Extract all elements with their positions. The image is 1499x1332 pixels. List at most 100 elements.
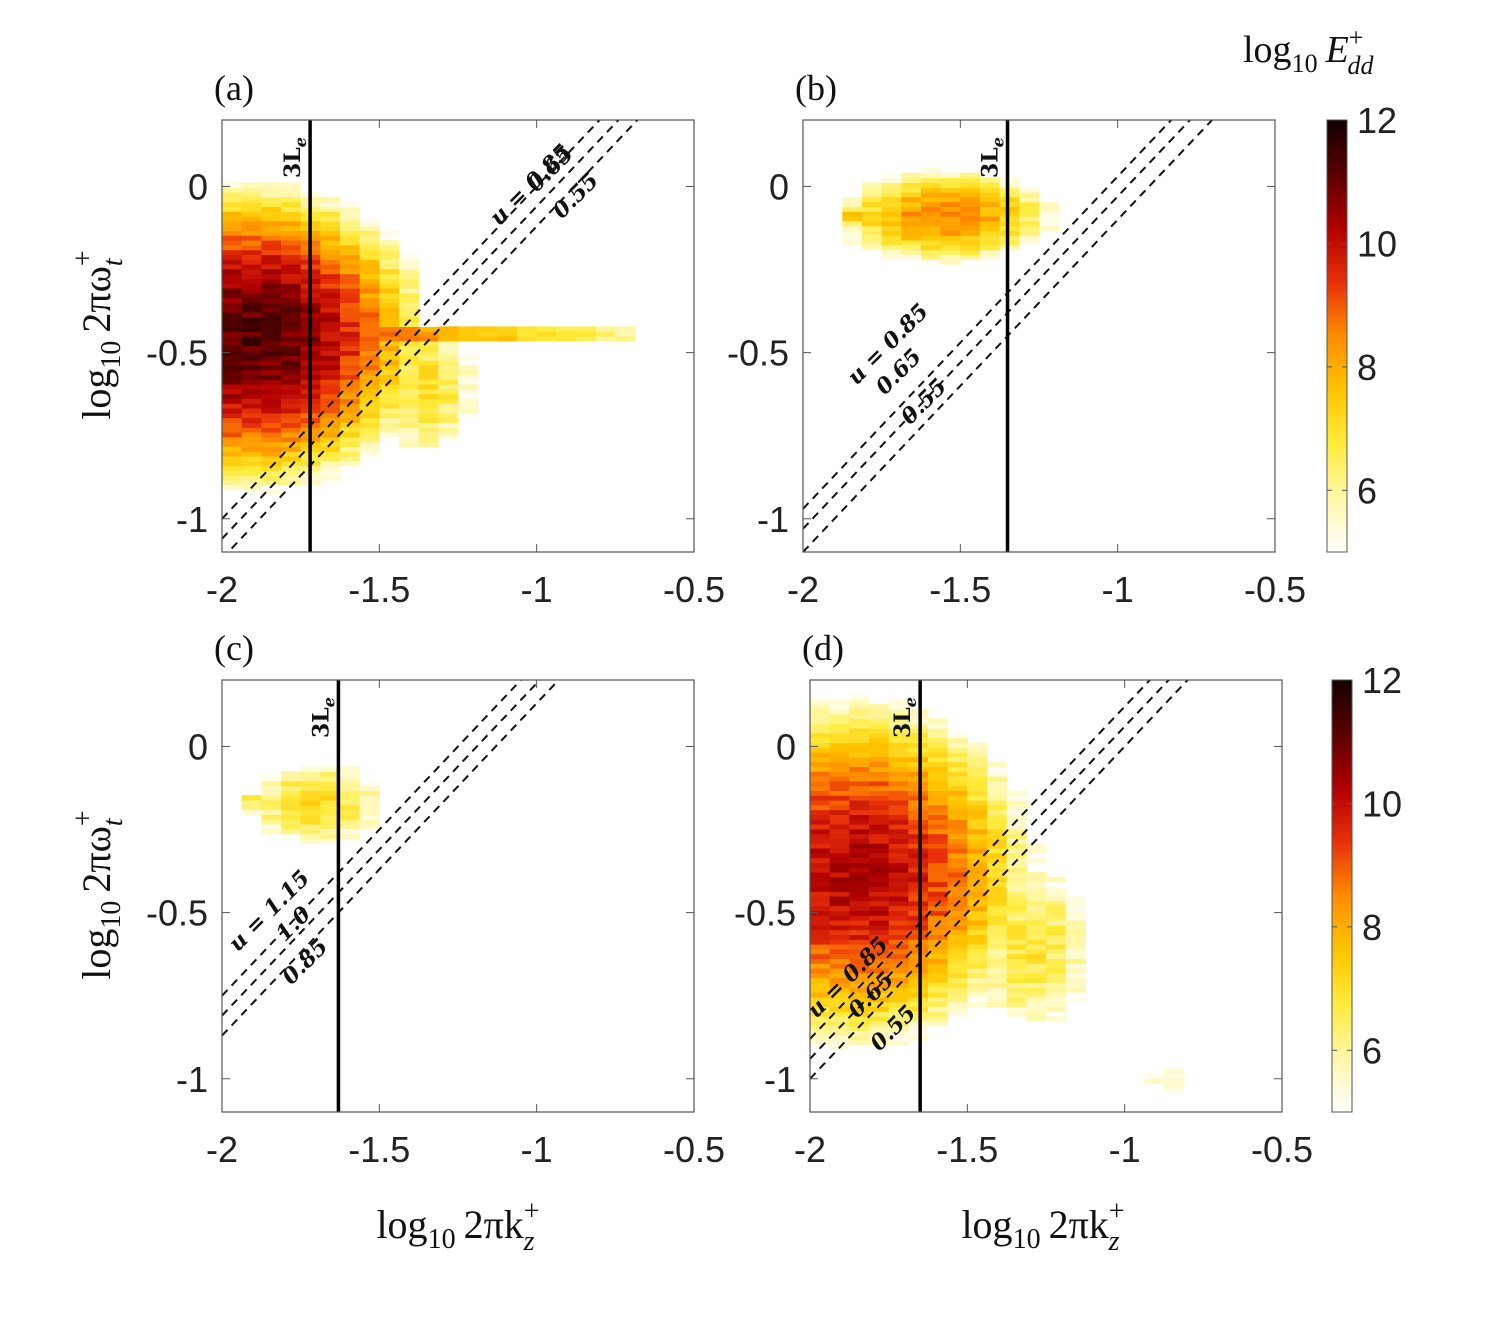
panel-label-d: (d) bbox=[802, 628, 844, 668]
heatmap-cell bbox=[849, 920, 870, 926]
heatmap-cell bbox=[869, 929, 890, 935]
heatmap-cell bbox=[615, 326, 636, 332]
heatmap-cell bbox=[418, 360, 439, 366]
heatmap-cell bbox=[241, 355, 262, 361]
heatmap-cell bbox=[987, 963, 1008, 969]
heatmap-cell bbox=[967, 843, 988, 849]
heatmap-cell bbox=[320, 312, 341, 318]
heatmap-cell bbox=[418, 441, 439, 447]
heatmap-cell bbox=[810, 814, 831, 820]
heatmap-cell bbox=[418, 436, 439, 443]
heatmap-cell bbox=[241, 288, 262, 294]
heatmap-cell bbox=[901, 187, 922, 193]
heatmap-cell bbox=[222, 417, 243, 423]
heatmap-cell bbox=[241, 316, 262, 323]
heatmap-cell bbox=[222, 273, 243, 279]
heatmap-cell bbox=[987, 920, 1008, 926]
heatmap-cell bbox=[340, 307, 361, 313]
heatmap-cell bbox=[379, 374, 400, 380]
heatmap-cell bbox=[901, 220, 922, 227]
heatmap-cell bbox=[1065, 910, 1086, 916]
heatmap-cell bbox=[810, 780, 831, 787]
heatmap-cell bbox=[261, 326, 282, 332]
heatmap-cell bbox=[967, 987, 988, 993]
heatmap-cell bbox=[849, 780, 870, 787]
heatmap-cell bbox=[379, 403, 400, 409]
heatmap-cell bbox=[810, 804, 831, 811]
heatmap-cell bbox=[947, 752, 968, 758]
heatmap-cell bbox=[320, 216, 341, 222]
heatmap-cell bbox=[888, 996, 909, 1003]
heatmap-cell bbox=[888, 944, 909, 950]
heatmap-cell bbox=[888, 761, 909, 767]
heatmap-cell bbox=[947, 852, 968, 859]
convection-lines bbox=[222, 680, 561, 1037]
heatmap-cell bbox=[947, 756, 968, 763]
heatmap-cell bbox=[261, 475, 282, 481]
heatmap-cell bbox=[222, 403, 243, 409]
heatmap-cell bbox=[340, 216, 361, 222]
heatmap-cell bbox=[281, 206, 302, 212]
heatmap-cell bbox=[849, 843, 870, 849]
heatmap-cell bbox=[921, 235, 942, 241]
heatmap-cell bbox=[281, 446, 302, 452]
heatmap-cell bbox=[901, 192, 922, 198]
heatmap-cell bbox=[1006, 848, 1027, 854]
heatmap-cell bbox=[241, 475, 262, 481]
heatmap-cell bbox=[901, 201, 922, 207]
heatmap-cell bbox=[438, 432, 459, 438]
convection-line-u-1.15 bbox=[222, 680, 523, 997]
heatmap-cell bbox=[810, 934, 831, 940]
heatmap-cell bbox=[810, 718, 831, 724]
heatmap-cell bbox=[281, 244, 302, 251]
heatmap-cell bbox=[340, 408, 361, 414]
heatmap-cell bbox=[849, 900, 870, 907]
heatmap-cell bbox=[241, 398, 262, 404]
heatmap-cell bbox=[987, 972, 1008, 979]
heatmap-cell bbox=[947, 872, 968, 878]
heatmap-cell bbox=[928, 756, 949, 763]
heatmap-cell bbox=[1026, 843, 1047, 849]
heatmap-cell bbox=[281, 196, 302, 203]
heatmap-cell bbox=[849, 1040, 870, 1046]
heatmap-cell bbox=[960, 177, 981, 183]
heatmap-cell bbox=[967, 862, 988, 868]
heatmap-cell bbox=[418, 374, 439, 380]
heatmap-cell bbox=[281, 312, 302, 318]
heatmap-cell bbox=[987, 809, 1008, 815]
heatmap-cell bbox=[928, 776, 949, 782]
heatmap-cell bbox=[987, 876, 1008, 883]
convection-line-u-1 bbox=[222, 680, 542, 1017]
heatmap-cell bbox=[438, 403, 459, 409]
heatmap-cell bbox=[418, 408, 439, 414]
heatmap-cell bbox=[881, 244, 902, 251]
heatmap-cell bbox=[399, 273, 420, 279]
heatmap-cell bbox=[359, 427, 380, 433]
heatmap-cell bbox=[359, 355, 380, 361]
heatmap-cell bbox=[340, 201, 361, 207]
heatmap-cell bbox=[967, 771, 988, 777]
heatmap-cell bbox=[261, 350, 282, 356]
heatmap-cell bbox=[947, 891, 968, 897]
heatmap-cell bbox=[810, 1030, 831, 1036]
heatmap-cell bbox=[999, 220, 1020, 227]
heatmap-cell bbox=[222, 350, 243, 356]
heatmap-cell bbox=[947, 857, 968, 863]
heatmap-cell bbox=[340, 795, 361, 801]
heatmap-cell bbox=[340, 388, 361, 395]
heatmap-cell bbox=[888, 838, 909, 844]
y-tick-label: 0 bbox=[769, 166, 789, 207]
heatmap-cell bbox=[829, 1035, 850, 1041]
heatmap-cell bbox=[222, 249, 243, 255]
heatmap-cell bbox=[862, 187, 883, 193]
heatmap-cell bbox=[281, 456, 302, 462]
heatmap-cell bbox=[281, 201, 302, 207]
plot-frame bbox=[221, 679, 695, 1113]
convection-line-u-0.85 bbox=[222, 120, 601, 520]
heatmap-cell bbox=[300, 771, 321, 777]
heatmap-cell bbox=[1046, 934, 1067, 940]
heatmap-cell bbox=[862, 182, 883, 188]
heatmap-cell bbox=[869, 852, 890, 859]
heatmap-cell bbox=[967, 800, 988, 806]
heatmap-cell bbox=[340, 326, 361, 332]
